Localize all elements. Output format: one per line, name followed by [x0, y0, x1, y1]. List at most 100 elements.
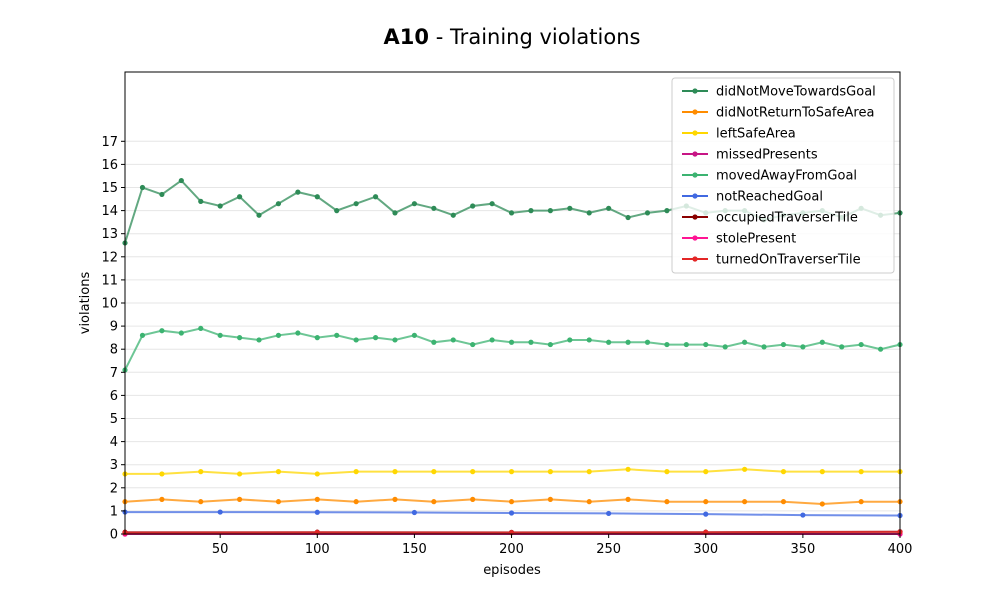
data-point	[780, 469, 787, 475]
data-point	[470, 341, 476, 348]
legend-swatch-marker	[692, 88, 698, 94]
data-point	[819, 339, 825, 345]
data-point	[742, 339, 748, 345]
data-point	[372, 335, 379, 341]
data-point	[411, 509, 418, 516]
legend-item: occupiedTraverserTile	[682, 211, 858, 226]
y-tick-label: 10	[101, 297, 118, 312]
data-point	[664, 469, 670, 475]
data-point	[586, 210, 592, 216]
legend-item: turnedOnTraverserTile	[682, 253, 861, 268]
y-tick-label: 6	[110, 389, 118, 404]
data-point	[606, 205, 612, 211]
data-point	[314, 194, 320, 200]
data-point	[567, 205, 573, 211]
data-point	[567, 337, 573, 343]
y-tick-label: 7	[110, 366, 118, 381]
data-point	[644, 339, 651, 345]
data-point	[547, 341, 553, 348]
y-tick-label: 12	[101, 250, 118, 265]
data-point	[217, 203, 223, 209]
data-point	[547, 496, 553, 502]
data-point	[295, 330, 301, 336]
data-point	[586, 469, 592, 475]
legend-swatch-marker	[692, 130, 698, 136]
data-point	[353, 469, 359, 475]
y-tick-label: 5	[110, 412, 118, 427]
data-point	[275, 201, 282, 207]
series-didNotReturnToSafeArea	[122, 496, 903, 507]
legend-swatch-marker	[692, 109, 698, 115]
data-point	[547, 469, 553, 475]
data-point	[431, 469, 437, 475]
data-point	[139, 332, 146, 338]
legend-label: missedPresents	[716, 148, 818, 163]
legend-label: notReachedGoal	[716, 190, 823, 205]
legend-item: leftSafeArea	[682, 127, 796, 142]
legend: didNotMoveTowardsGoal didNotReturnToSafeA…	[671, 77, 895, 274]
data-point	[780, 341, 787, 348]
legend-item: movedAwayFromGoal	[682, 169, 857, 184]
data-point	[606, 510, 612, 517]
data-point	[470, 203, 476, 209]
data-point	[742, 466, 748, 472]
data-point	[198, 198, 204, 204]
data-point	[159, 496, 165, 502]
legend-label: stolePresent	[716, 232, 796, 247]
x-axis: 50 100 150 200 250 300 350 400	[212, 534, 912, 557]
x-tick-label: 50	[212, 542, 229, 557]
legend-swatch-marker	[692, 172, 698, 178]
data-point	[295, 189, 301, 195]
data-point	[139, 184, 146, 191]
data-point	[450, 337, 456, 343]
data-point	[722, 344, 728, 350]
chart-title-rest: - Training violations	[429, 25, 640, 49]
data-point	[800, 344, 806, 350]
data-point	[644, 210, 651, 216]
data-point	[236, 194, 243, 200]
data-point	[450, 212, 456, 218]
data-point	[877, 346, 884, 352]
chart-title: A10 - Training violations	[384, 25, 641, 49]
data-point	[625, 496, 631, 502]
legend-label: movedAwayFromGoal	[716, 169, 857, 184]
data-point	[411, 332, 418, 338]
y-tick-label: 11	[101, 273, 118, 288]
data-point	[742, 499, 748, 505]
data-point	[217, 509, 223, 515]
data-point	[858, 469, 864, 475]
y-tick-label: 4	[110, 435, 118, 450]
data-point	[236, 471, 243, 477]
legend-label: turnedOnTraverserTile	[716, 253, 861, 268]
legend-item: didNotReturnToSafeArea	[682, 106, 874, 121]
legend-item: stolePresent	[682, 232, 796, 247]
y-tick-label: 9	[110, 320, 118, 335]
y-tick-label: 17	[101, 135, 118, 150]
x-tick-label: 300	[693, 542, 718, 557]
data-point	[664, 208, 670, 214]
data-point	[198, 499, 204, 505]
legend-label: didNotMoveTowardsGoal	[716, 85, 876, 100]
data-point	[198, 469, 204, 475]
data-point	[528, 208, 534, 214]
data-point	[431, 339, 437, 345]
data-point	[528, 339, 534, 345]
data-point	[275, 499, 282, 505]
y-axis-label: violations	[78, 272, 93, 335]
data-point	[470, 496, 476, 502]
data-point	[392, 210, 398, 216]
data-point	[159, 328, 165, 334]
data-point	[508, 210, 515, 216]
data-point	[780, 499, 787, 505]
series-leftSafeArea	[122, 466, 903, 477]
data-point	[372, 194, 379, 200]
y-tick-label: 14	[101, 204, 118, 219]
data-point	[586, 499, 592, 505]
data-point	[703, 499, 709, 505]
data-point	[159, 191, 165, 198]
data-point	[392, 469, 398, 475]
data-point	[353, 337, 359, 343]
data-point	[314, 471, 320, 477]
legend-swatch-marker	[692, 193, 698, 199]
